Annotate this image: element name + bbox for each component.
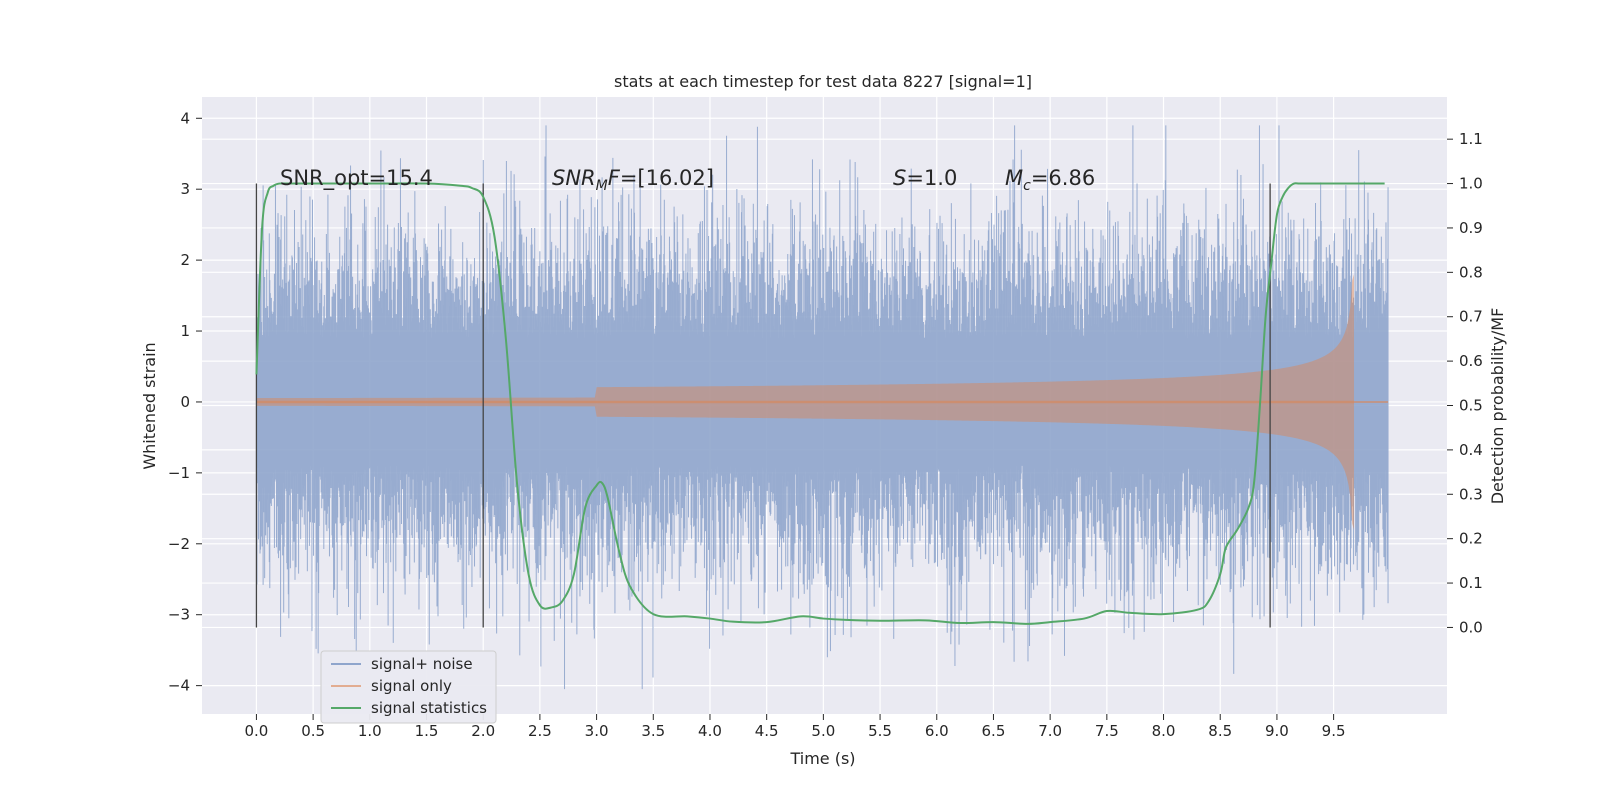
y2-tick-label: 0.8: [1459, 263, 1483, 281]
legend-label-signal: signal only: [371, 677, 452, 695]
x-tick-label: 1.0: [358, 722, 382, 740]
annotation-s: S=1.0: [893, 166, 957, 190]
y2-tick-label: 1.1: [1459, 130, 1483, 148]
x-axis-label: Time (s): [789, 749, 855, 768]
y-tick-label: −1: [168, 464, 190, 482]
y2-tick-label: 1.0: [1459, 175, 1483, 193]
x-tick-label: 9.5: [1322, 722, 1346, 740]
x-tick-label: 4.5: [755, 722, 779, 740]
statistics-line: [255, 182, 1385, 625]
x-tick-label: 7.0: [1038, 722, 1062, 740]
y-tick-label: 2: [180, 251, 190, 269]
y2-axis-label: Detection probability/MF: [1488, 308, 1507, 505]
y-tick-label: 1: [180, 322, 190, 340]
x-tick-label: 6.5: [982, 722, 1006, 740]
x-tick-label: 1.5: [415, 722, 439, 740]
y2-tick-label: 0.5: [1459, 397, 1483, 415]
x-tick-label: 5.0: [811, 722, 835, 740]
x-tick-label: 5.5: [868, 722, 892, 740]
vertical-markers: [255, 183, 1271, 628]
y2-tick-label: 0.0: [1459, 618, 1483, 636]
annotation-snr-mf: SNRMF=[16.02]: [552, 166, 714, 194]
x-tick-label: 3.0: [585, 722, 609, 740]
y2-tick-label: 0.3: [1459, 485, 1483, 503]
annotation-mc: Mc=6.86: [1005, 166, 1095, 194]
y-tick-label: −4: [168, 677, 190, 695]
y2-axis-ticks: 0.0 0.1 0.2 0.3 0.4 0.5 0.6 0.7 0.8 0.9 1.0 1.1: [1447, 130, 1483, 636]
legend-label-noise: signal+ noise: [371, 655, 473, 673]
x-axis-ticks: 0.0 0.5 1.0 1.5 2.0 2.5 3.0 3.5 4.0 4.5 5.0 5.5 6.0 6…: [244, 714, 1346, 740]
y2-tick-label: 0.2: [1459, 530, 1483, 548]
signal-only-series: [256, 274, 1389, 530]
legend-label-statistics: signal statistics: [371, 699, 487, 717]
y-tick-label: 4: [180, 109, 190, 127]
x-tick-label: 2.0: [471, 722, 495, 740]
y2-tick-label: 0.7: [1459, 308, 1483, 326]
x-tick-label: 7.5: [1095, 722, 1119, 740]
x-tick-label: 3.5: [641, 722, 665, 740]
y2-tick-label: 0.9: [1459, 219, 1483, 237]
x-tick-label: 8.0: [1152, 722, 1176, 740]
x-tick-label: 6.0: [925, 722, 949, 740]
legend: signal+ noise signal only signal statist…: [320, 650, 497, 724]
annotation-snr-opt: SNR_opt=15.4: [280, 166, 433, 191]
x-tick-label: 2.5: [528, 722, 552, 740]
x-tick-label: 0.5: [301, 722, 325, 740]
y-axis-label: Whitened strain: [140, 342, 159, 469]
y2-tick-label: 0.4: [1459, 441, 1483, 459]
y-tick-label: 3: [180, 180, 190, 198]
x-tick-label: 4.0: [698, 722, 722, 740]
y2-tick-label: 0.1: [1459, 574, 1483, 592]
x-tick-label: 8.5: [1208, 722, 1232, 740]
x-tick-label: 9.0: [1265, 722, 1289, 740]
y-tick-label: −3: [168, 606, 190, 624]
y2-tick-label: 0.6: [1459, 352, 1483, 370]
chart-title: stats at each timestep for test data 822…: [614, 72, 1032, 91]
x-tick-label: 0.0: [244, 722, 268, 740]
y-axis-ticks: −4 −3 −2 −1 0 1 2 3 4: [168, 109, 202, 695]
y-tick-label: 0: [180, 393, 190, 411]
signal-statistics-series: [255, 182, 1385, 625]
legend-box: [320, 650, 497, 724]
y-tick-label: −2: [168, 535, 190, 553]
